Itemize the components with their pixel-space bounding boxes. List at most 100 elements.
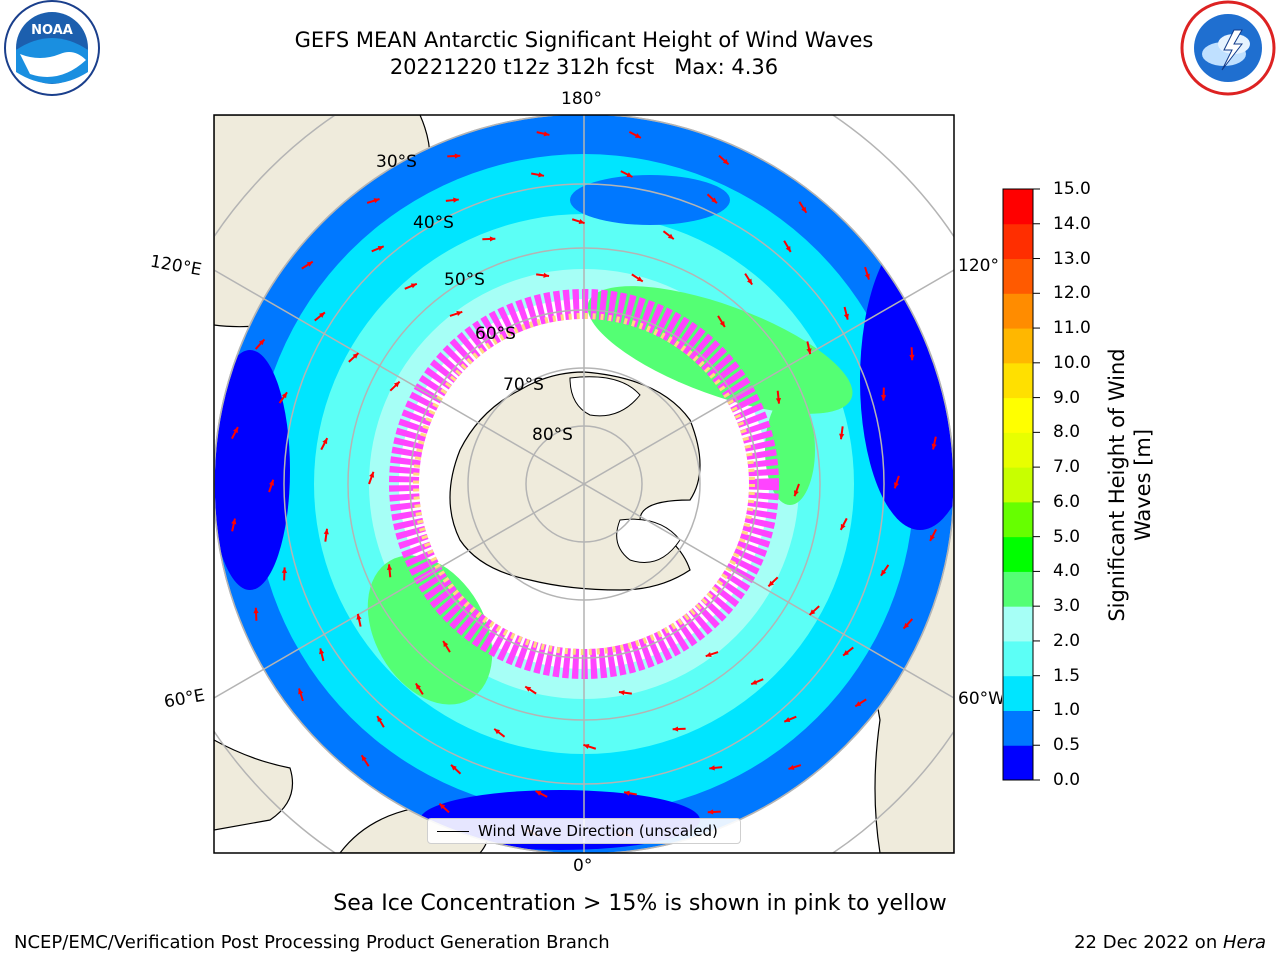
colorbar-tick-label: 14.0 bbox=[1053, 213, 1091, 234]
wind-arrow-head bbox=[456, 311, 463, 316]
colorbar-tick-label: 1.0 bbox=[1053, 700, 1081, 721]
wind-arrow-head bbox=[377, 245, 384, 251]
colorbar-tick-label: 2.0 bbox=[1053, 630, 1081, 651]
wind-arrow-head bbox=[931, 443, 937, 450]
wind-arrow-head bbox=[667, 233, 674, 240]
footer-date: 22 Dec 2022 on Hera bbox=[1074, 932, 1266, 953]
wind-arrow-head bbox=[840, 523, 846, 530]
wind-arrow-head bbox=[930, 534, 935, 541]
colorbar-tick-label: 11.0 bbox=[1053, 318, 1091, 339]
lon-label-180: 180° bbox=[561, 89, 602, 109]
chart-title-line1: GEFS MEAN Antarctic Significant Height o… bbox=[294, 28, 874, 52]
wind-arrow-head bbox=[361, 755, 367, 762]
footer-date-text: 22 Dec 2022 on bbox=[1074, 932, 1223, 953]
colorbar-tick-label: 6.0 bbox=[1053, 491, 1081, 512]
wind-arrow-head bbox=[784, 717, 791, 723]
chart-title-line2: 20221220 t12z 312h fcst Max: 4.36 bbox=[389, 55, 779, 79]
wind-arrow-head bbox=[843, 650, 849, 656]
wind-arrow-head bbox=[626, 172, 633, 178]
colorbar-segment bbox=[1003, 397, 1033, 433]
colorbar bbox=[1003, 189, 1033, 781]
wind-arrow-head bbox=[785, 245, 791, 252]
colorbar-title-line1: Significant Height of Wind bbox=[1105, 348, 1129, 622]
wind-arrow-head bbox=[306, 261, 313, 267]
wind-arrow-head bbox=[319, 312, 325, 318]
colorbar-segment bbox=[1003, 710, 1033, 746]
wind-arrow-head bbox=[768, 580, 775, 587]
colorbar-segment bbox=[1003, 467, 1033, 503]
wind-arrow-head bbox=[258, 339, 265, 346]
lat-label-70s: 70°S bbox=[503, 375, 544, 395]
wind-arrow-head bbox=[377, 716, 383, 723]
wind-arrow-head bbox=[719, 321, 725, 328]
noaa-logo: NOAA bbox=[4, 0, 100, 96]
colorbar-tick-label: 3.0 bbox=[1053, 596, 1081, 617]
wind-arrow-head bbox=[634, 133, 641, 138]
wind-arrow-head bbox=[711, 197, 717, 204]
wind-arrow-head bbox=[775, 398, 782, 404]
wind-arrow-head bbox=[439, 803, 446, 810]
colorbar-segment bbox=[1003, 328, 1033, 364]
sea-ice-note: Sea Ice Concentration > 15% is shown in … bbox=[333, 891, 947, 916]
colorbar-segment bbox=[1003, 745, 1033, 781]
wind-arrow-head bbox=[451, 764, 457, 771]
colorbar-tick-label: 0.5 bbox=[1053, 735, 1081, 756]
wind-arrow-head bbox=[525, 686, 532, 692]
colorbar-segment bbox=[1003, 293, 1033, 329]
lon-label-0: 0° bbox=[573, 856, 593, 876]
wind-arrow-head bbox=[543, 272, 550, 278]
wind-arrow-head bbox=[672, 726, 679, 732]
wind-arrow-head bbox=[281, 392, 288, 399]
colorbar-segment bbox=[1003, 675, 1033, 711]
wind-arrow-head bbox=[454, 153, 461, 159]
colorbar-segment bbox=[1003, 189, 1033, 225]
wind-arrow-head bbox=[793, 490, 799, 497]
wind-arrow-head bbox=[415, 683, 421, 690]
wind-arrow-head bbox=[709, 765, 715, 771]
colorbar-tick-label: 8.0 bbox=[1053, 422, 1081, 443]
colorbar-tick-label: 7.0 bbox=[1053, 457, 1081, 478]
colorbar-segment bbox=[1003, 223, 1033, 260]
nws-logo bbox=[1180, 0, 1276, 96]
wind-arrow-head bbox=[801, 206, 807, 213]
wind-arrow-head bbox=[535, 790, 542, 796]
wind-arrow-head bbox=[839, 433, 845, 440]
lat-label-30s: 30°S bbox=[376, 152, 417, 172]
wind-arrow-head bbox=[636, 276, 643, 282]
wind-arrow-head bbox=[903, 622, 910, 629]
colorbar-tick-label: 13.0 bbox=[1053, 248, 1091, 269]
lon-label-60w: 60°W bbox=[958, 689, 1002, 709]
noaa-logo-text: NOAA bbox=[31, 23, 73, 38]
wind-arrow-head bbox=[369, 471, 375, 478]
lat-label-40s: 40°S bbox=[413, 213, 454, 233]
colorbar-tick-label: 12.0 bbox=[1053, 283, 1091, 304]
colorbar-segment bbox=[1003, 501, 1033, 538]
colorbar-tick-label: 15.0 bbox=[1053, 179, 1091, 199]
lat-label-50s: 50°S bbox=[444, 270, 485, 290]
wind-arrow-head bbox=[323, 528, 329, 535]
wind-arrow-head bbox=[583, 743, 590, 749]
wind-arrow-head bbox=[806, 348, 812, 355]
colorbar-title-line2: Waves [m] bbox=[1131, 428, 1155, 542]
wind-arrow-head bbox=[788, 764, 795, 770]
wind-arrow-head bbox=[489, 236, 496, 242]
map-frame bbox=[213, 114, 955, 854]
meridians bbox=[214, 115, 954, 853]
wind-arrow-head bbox=[352, 353, 359, 359]
colorbar-tick-label: 1.5 bbox=[1053, 665, 1081, 686]
legend-label: Wind Wave Direction (unscaled) bbox=[478, 822, 718, 840]
wind-arrow-head bbox=[624, 790, 630, 796]
wind-arrow-head bbox=[373, 198, 380, 204]
wind-arrow-head bbox=[809, 609, 816, 615]
legend-line-swatch bbox=[437, 831, 469, 832]
colorbar-tick-label: 9.0 bbox=[1053, 387, 1081, 408]
wind-arrow-head bbox=[578, 219, 585, 225]
colorbar-segment bbox=[1003, 606, 1033, 642]
colorbar-segment bbox=[1003, 571, 1033, 607]
wind-arrow-head bbox=[494, 728, 501, 735]
wind-arrow-head bbox=[747, 278, 753, 285]
wind-arrow-head bbox=[298, 688, 304, 695]
wind-arrow-head bbox=[751, 679, 758, 685]
wind-arrow-head bbox=[707, 809, 714, 815]
